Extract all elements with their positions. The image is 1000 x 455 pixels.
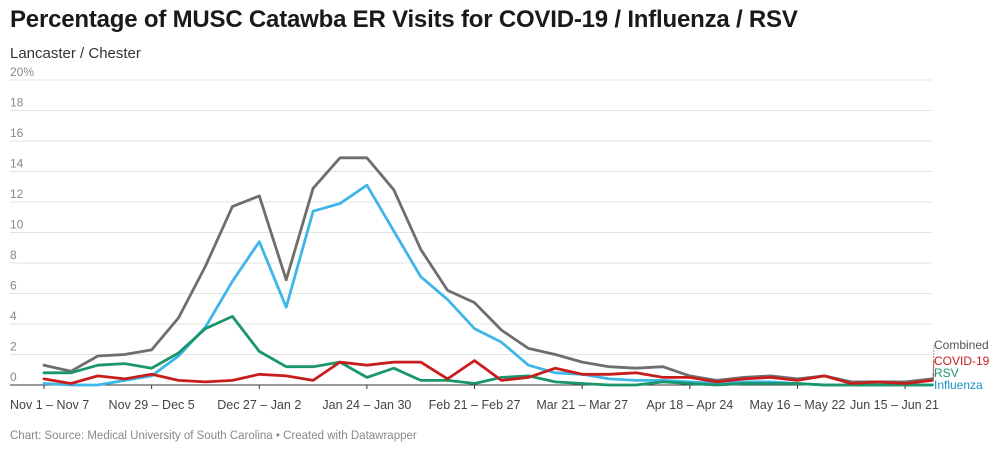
series-line-covid-19 [42,359,934,385]
x-tick-label: Feb 21 – Feb 27 [429,398,521,412]
y-tick-label: 20% [10,65,34,79]
x-tick-label: Apr 18 – Apr 24 [646,398,733,412]
chart-footer: Chart: Source: Medical University of Sou… [10,430,417,442]
y-tick-label: 0 [10,370,17,384]
series-line-combined [42,156,934,384]
y-tick-label: 18 [10,96,24,110]
label-connector [932,360,935,381]
x-tick-label: Dec 27 – Jan 2 [217,398,301,412]
series-label: COVID-19 [934,354,990,368]
chart-subtitle: Lancaster / Chester [10,45,141,62]
x-tick-label: Mar 21 – Mar 27 [536,398,628,412]
y-tick-label: 16 [10,126,24,140]
y-tick-label: 10 [10,218,24,232]
x-tick-label: Nov 29 – Dec 5 [109,398,195,412]
y-tick-label: 12 [10,187,24,201]
grid-lines [10,79,932,386]
series-label: Influenza [934,378,983,392]
x-axis-ticks: Nov 1 – Nov 7 Nov 29 – Dec 5 Dec 27 – Jan … [10,385,939,412]
y-tick-label: 14 [10,157,24,171]
series-label: Combined [934,338,989,352]
x-tick-label: Jan 24 – Jan 30 [322,398,411,412]
x-tick-label: Nov 1 – Nov 7 [10,398,89,412]
chart-title: Percentage of MUSC Catawba ER Visits for… [10,6,798,33]
label-connector [932,384,935,386]
series-label: RSV [934,366,959,380]
label-connector [932,344,935,379]
x-tick-label: Jun 15 – Jun 21 [850,398,939,412]
y-tick-label: 8 [10,248,17,262]
y-axis-ticks: 0 2 4 6 8 10 12 14 16 18 20% [10,65,34,384]
y-tick-label: 4 [10,309,17,323]
y-tick-label: 2 [10,340,17,354]
x-tick-label: May 16 – May 22 [750,398,846,412]
y-tick-label: 6 [10,279,17,293]
series-lines [42,156,934,387]
series-line-rsv [42,315,934,387]
